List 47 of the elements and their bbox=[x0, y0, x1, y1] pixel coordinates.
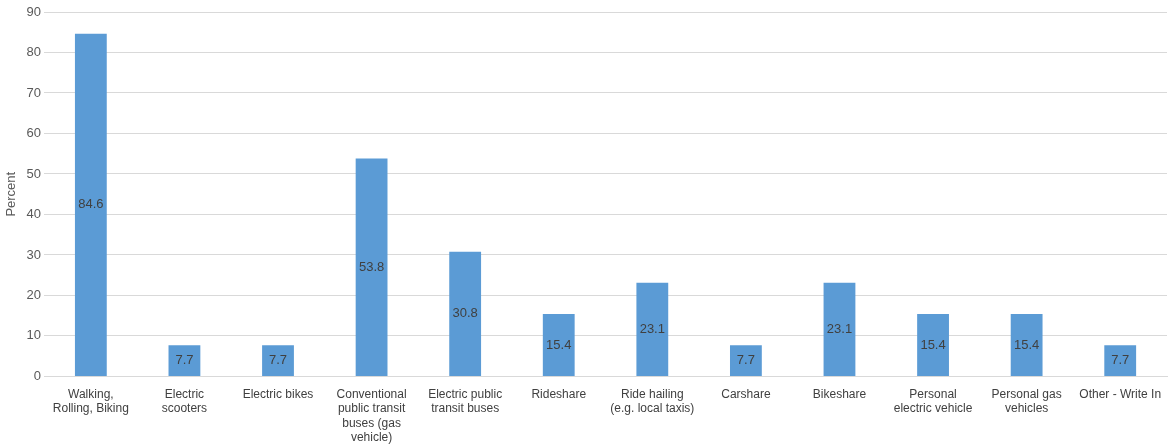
data-label: 23.1 bbox=[826, 320, 853, 336]
bar bbox=[262, 345, 294, 376]
x-tick-label: Electric bikes bbox=[242, 386, 314, 401]
data-label: 15.4 bbox=[1013, 336, 1040, 352]
bar bbox=[355, 158, 388, 376]
bar bbox=[1010, 314, 1043, 376]
data-label: 84.6 bbox=[78, 196, 104, 212]
x-tick-label: Carshare bbox=[721, 386, 771, 401]
y-tick-label: 20 bbox=[26, 287, 42, 302]
y-tick-label: 60 bbox=[26, 125, 42, 141]
data-label: 23.1 bbox=[639, 320, 665, 336]
y-tick-label: 30 bbox=[26, 246, 42, 262]
data-label: 7.7 bbox=[175, 352, 194, 368]
data-label: 30.8 bbox=[452, 305, 478, 321]
x-tick-label: Conventional public transit buses (gas vehicle) bbox=[336, 386, 407, 445]
y-axis-title: Percent bbox=[3, 171, 19, 217]
bar bbox=[729, 345, 762, 376]
x-tick-label: Electric scooters bbox=[161, 386, 208, 416]
data-label: 53.8 bbox=[358, 258, 385, 274]
bar bbox=[823, 282, 856, 376]
y-tick-label: 50 bbox=[26, 165, 42, 181]
y-tick-label: 40 bbox=[26, 206, 42, 222]
y-tick-label: 80 bbox=[26, 44, 42, 60]
x-tick-label: Bikeshare bbox=[812, 386, 867, 401]
bar bbox=[1104, 345, 1137, 376]
data-label: 15.4 bbox=[920, 336, 946, 352]
data-label: 7.7 bbox=[736, 352, 755, 368]
data-label: 7.7 bbox=[268, 352, 288, 368]
x-tick-label: Other - Write In bbox=[1079, 386, 1162, 401]
x-tick-label: Walking, Rolling, Biking bbox=[52, 386, 129, 416]
bar bbox=[449, 251, 482, 376]
bar bbox=[636, 282, 669, 376]
x-tick-label: Ride hailing (e.g. local taxis) bbox=[610, 386, 695, 416]
y-tick-label: 10 bbox=[26, 327, 42, 343]
bar bbox=[542, 314, 575, 376]
data-label: 15.4 bbox=[546, 336, 572, 352]
data-label: 7.7 bbox=[1111, 352, 1130, 368]
y-tick-label: 70 bbox=[26, 84, 42, 100]
y-tick-label: 90 bbox=[26, 3, 42, 19]
x-tick-label: Personal electric vehicle bbox=[893, 386, 973, 416]
y-tick-label: 0 bbox=[33, 367, 42, 383]
bar bbox=[917, 314, 949, 376]
x-tick-label: Electric public transit buses bbox=[428, 386, 503, 416]
x-tick-label: Rideshare bbox=[531, 386, 587, 401]
x-tick-label: Personal gas vehicles bbox=[991, 386, 1062, 416]
bar bbox=[168, 345, 201, 376]
bar bbox=[74, 33, 107, 376]
